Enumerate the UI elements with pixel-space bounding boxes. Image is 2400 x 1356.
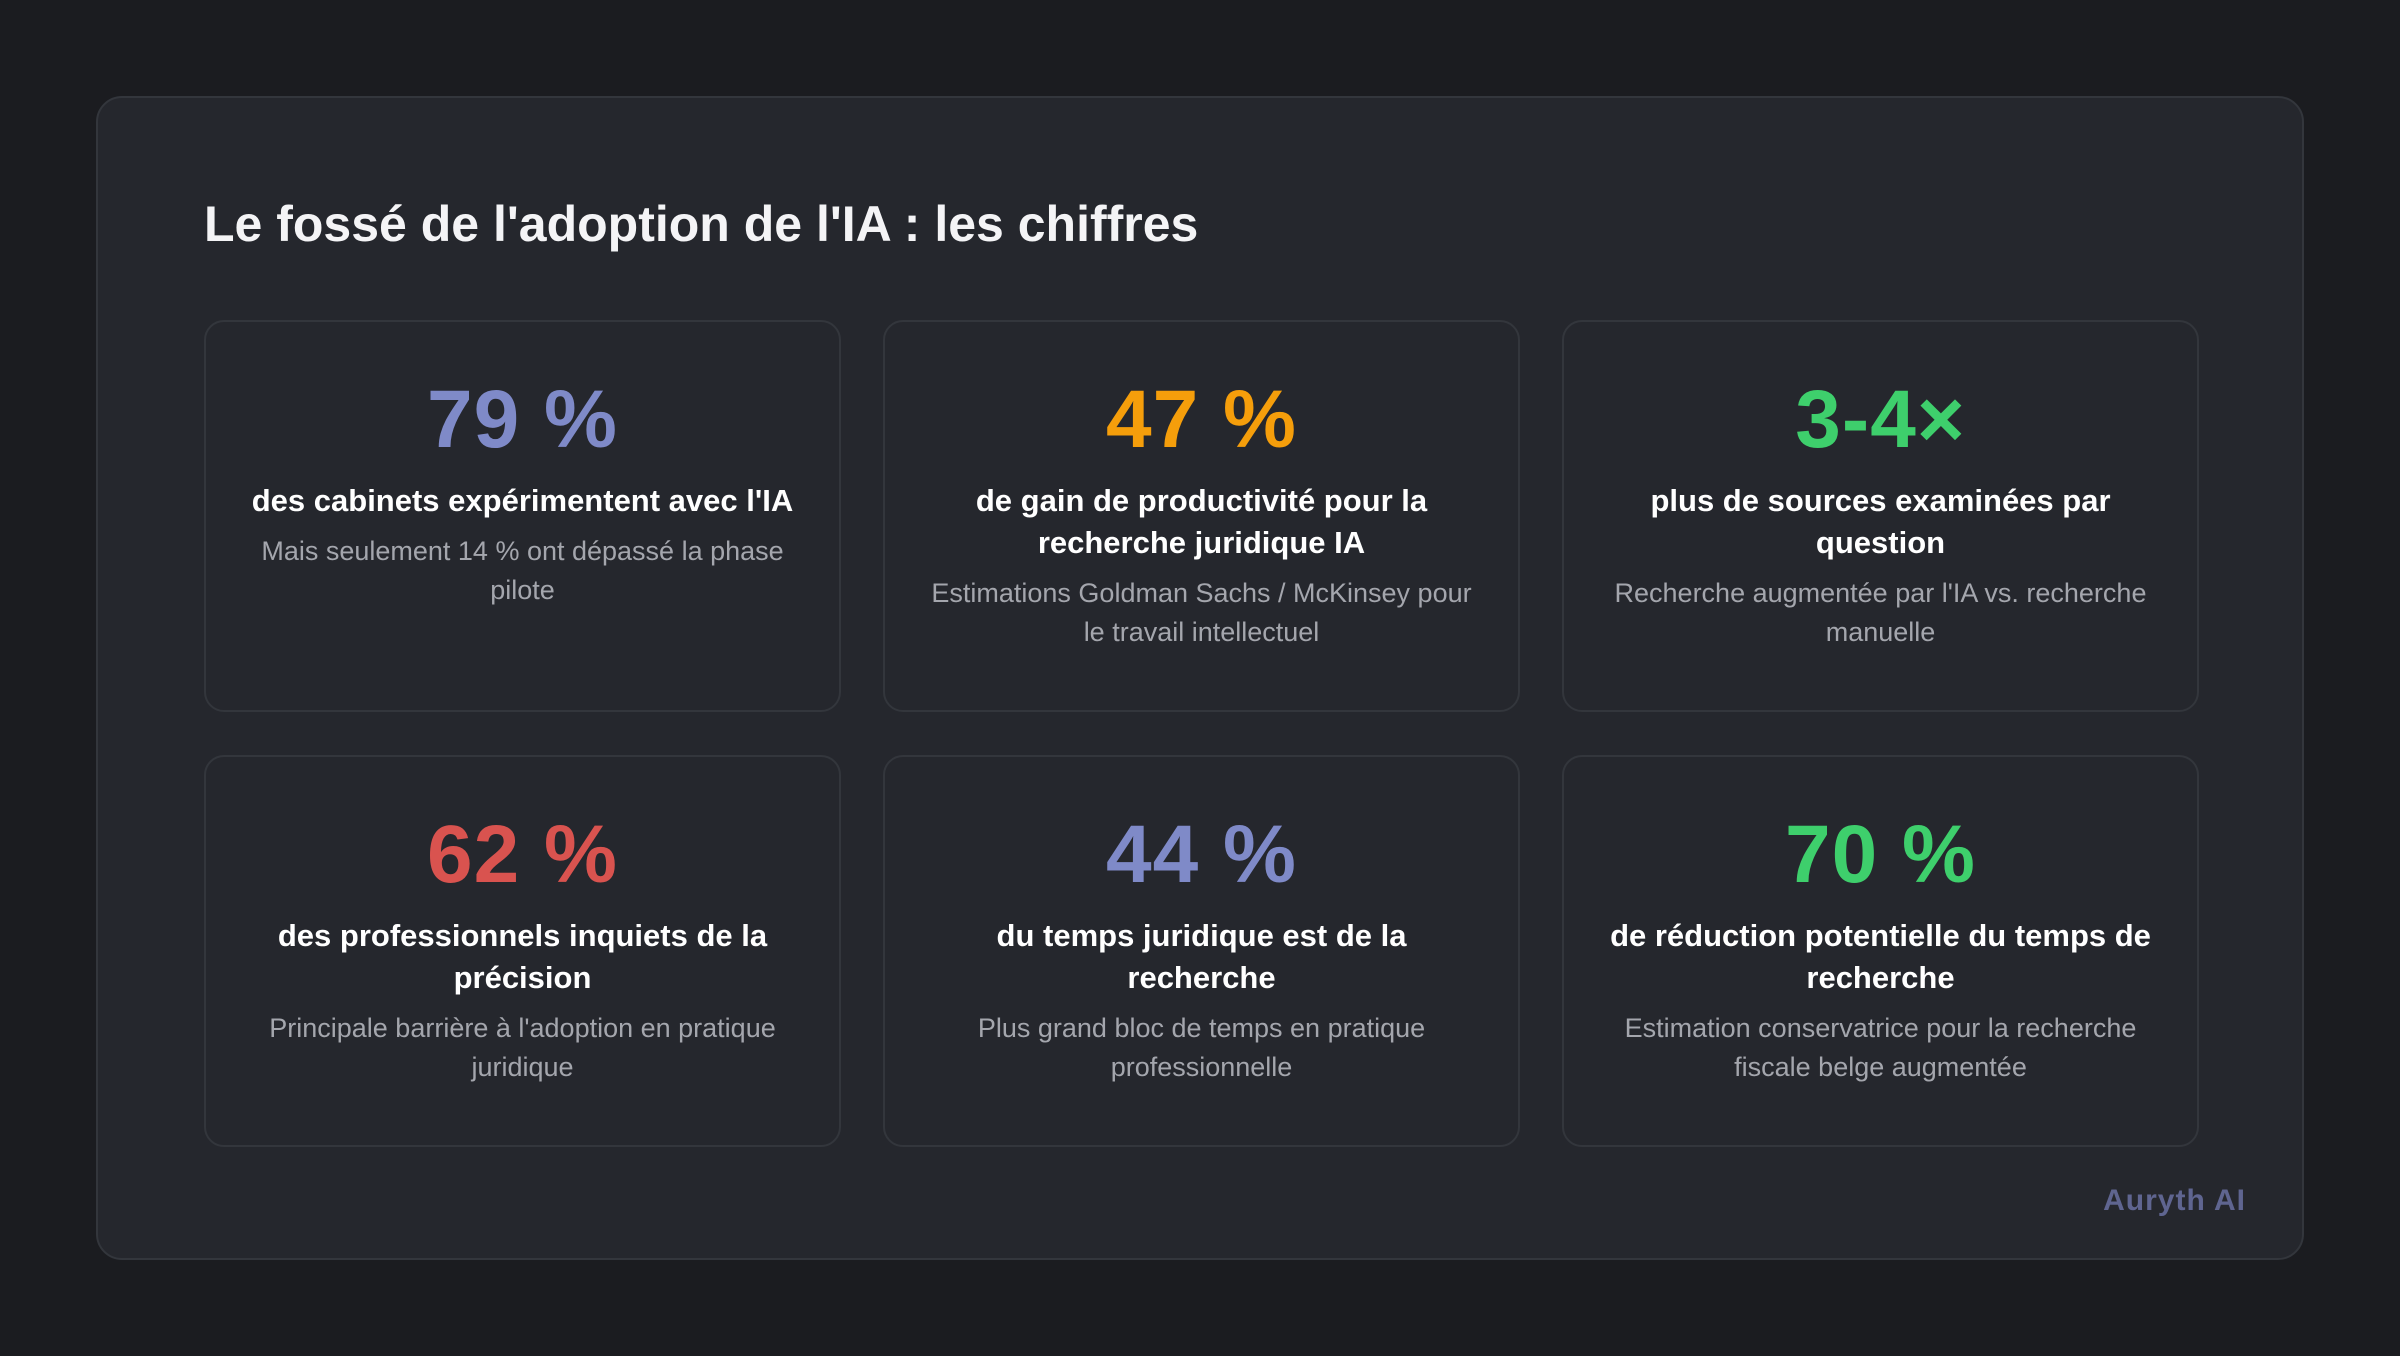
stat-value: 47 % [1106,374,1297,465]
stats-grid: 79 % des cabinets expérimentent avec l'I… [204,320,2199,1147]
stat-value: 79 % [427,374,618,465]
stat-description: Estimation conservatrice pour la recherc… [1624,1013,2137,1082]
stat-card: 62 % des professionnels inquiets de la p… [204,755,841,1147]
stat-value: 3-4× [1795,374,1966,465]
stat-label: plus de sources examinées par question [1650,483,2111,560]
stats-panel: Le fossé de l'adoption de l'IA : les chi… [96,96,2304,1260]
stat-label: du temps juridique est de la recherche [996,918,1407,995]
stat-value: 62 % [427,809,618,900]
stat-value: 44 % [1106,809,1297,900]
stat-card: 3-4× plus de sources examinées par quest… [1562,320,2199,712]
stat-card: 44 % du temps juridique est de la recher… [883,755,1520,1147]
stat-card: 47 % de gain de productivité pour la rec… [883,320,1520,712]
stat-label: de réduction potentielle du temps de rec… [1610,918,2151,995]
stat-card: 70 % de réduction potentielle du temps d… [1562,755,2199,1147]
stat-label: des professionnels inquiets de la précis… [277,918,768,995]
stat-description: Mais seulement 14 % ont dépassé la phase… [261,536,784,605]
stat-value: 70 % [1785,809,1976,900]
stat-description: Estimations Goldman Sachs / McKinsey pou… [931,578,1472,647]
stat-label: de gain de productivité pour la recherch… [975,483,1428,560]
page-title: Le fossé de l'adoption de l'IA : les chi… [204,196,1199,252]
stat-description: Recherche augmentée par l'IA vs. recherc… [1614,578,2147,647]
stat-label: des cabinets expérimentent avec l'IA [251,483,794,518]
stat-card: 79 % des cabinets expérimentent avec l'I… [204,320,841,712]
stat-description: Plus grand bloc de temps en pratique pro… [977,1013,1426,1082]
stat-description: Principale barrière à l'adoption en prat… [269,1013,776,1082]
brand-watermark: Auryth AI [2103,1184,2246,1217]
